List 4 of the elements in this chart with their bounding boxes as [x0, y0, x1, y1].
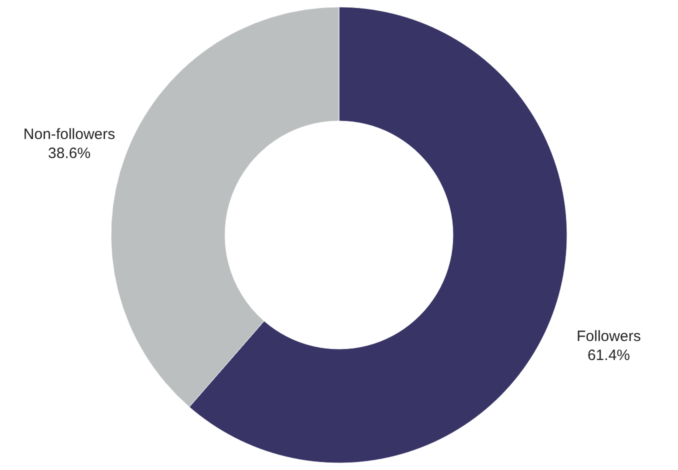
- slice-label: Followers: [576, 328, 641, 345]
- data-label: 38.6%: [48, 145, 91, 162]
- data-label: 61.4%: [587, 346, 630, 364]
- slice-label: Non-followers: [23, 126, 116, 144]
